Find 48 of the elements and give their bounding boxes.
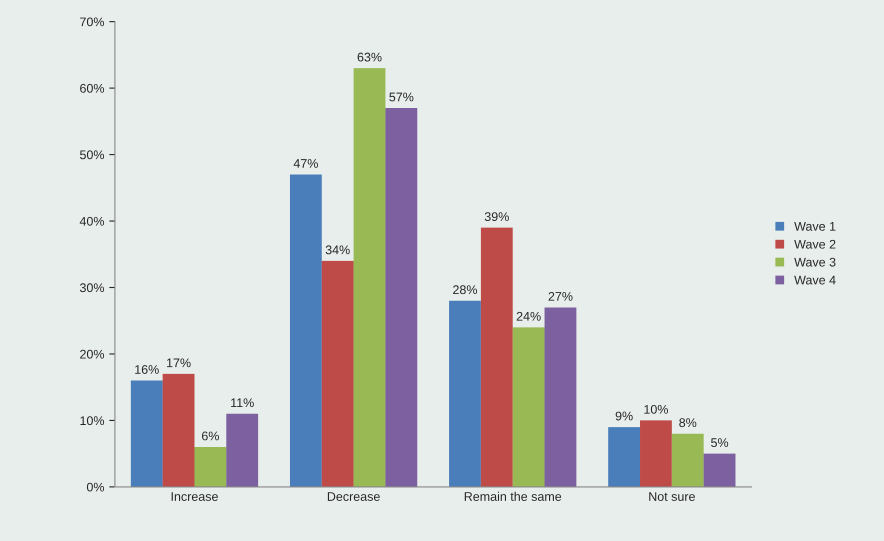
data-label: 6% bbox=[202, 432, 219, 440]
x-tick-label: Increase bbox=[172, 492, 218, 501]
bar bbox=[672, 434, 704, 487]
data-label: 28% bbox=[453, 285, 478, 294]
legend-label: Wave 4 bbox=[794, 276, 836, 284]
bar bbox=[194, 447, 226, 487]
data-label: 11% bbox=[231, 398, 254, 408]
data-label: 27% bbox=[548, 292, 573, 301]
data-label: 57% bbox=[389, 92, 414, 102]
y-tick-label: 70% bbox=[80, 17, 104, 26]
data-label: 39% bbox=[484, 212, 509, 222]
bar bbox=[512, 327, 545, 487]
x-tick-label: Remain the same bbox=[464, 492, 562, 501]
data-label: 63% bbox=[358, 52, 382, 62]
data-label: 5% bbox=[711, 438, 728, 448]
legend-label: Wave 1 bbox=[794, 222, 836, 231]
bar bbox=[608, 427, 640, 487]
data-label: 34% bbox=[326, 245, 350, 254]
data-label: 16% bbox=[135, 365, 159, 374]
data-label: 9% bbox=[616, 412, 633, 420]
bar bbox=[226, 414, 258, 487]
bar bbox=[130, 380, 163, 487]
data-label: 47% bbox=[294, 159, 318, 168]
bar bbox=[290, 174, 322, 487]
y-tick-label: 40% bbox=[80, 216, 104, 226]
x-tick-label: Not sure bbox=[649, 492, 695, 501]
y-tick-label: 0% bbox=[86, 482, 104, 492]
y-tick-label: 20% bbox=[80, 350, 104, 359]
data-label: 8% bbox=[679, 418, 696, 428]
y-tick-label: 60% bbox=[80, 84, 104, 93]
legend-label: Wave 3 bbox=[794, 258, 836, 267]
data-label: 10% bbox=[644, 404, 668, 414]
bar bbox=[322, 260, 354, 487]
data-label: 17% bbox=[167, 358, 191, 368]
y-tick-label: 10% bbox=[80, 416, 104, 426]
bar bbox=[385, 108, 418, 487]
bar bbox=[640, 420, 672, 487]
y-tick-label: 30% bbox=[80, 283, 104, 292]
bar bbox=[480, 228, 513, 487]
data-label: 24% bbox=[516, 312, 541, 321]
legend-label: Wave 2 bbox=[794, 240, 836, 249]
bar bbox=[354, 68, 386, 487]
x-tick-label: Decrease bbox=[328, 492, 380, 501]
bar bbox=[704, 454, 736, 487]
bar bbox=[544, 307, 576, 487]
bar bbox=[449, 300, 481, 487]
bar bbox=[162, 374, 194, 487]
y-tick-label: 50% bbox=[80, 150, 104, 160]
